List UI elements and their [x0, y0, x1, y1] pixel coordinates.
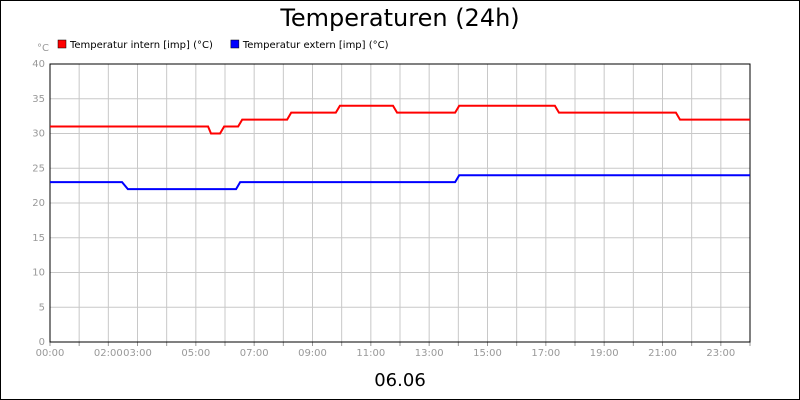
y-tick-label: 10 — [32, 268, 45, 279]
data-line — [50, 174, 750, 191]
y-tick-label: 40 — [32, 59, 45, 70]
y-tick-label: 35 — [32, 94, 45, 105]
x-tick-label: 13:00 — [415, 348, 444, 359]
chart-title: Temperaturen (24h) — [279, 4, 519, 32]
x-tick-label: 00:00 — [36, 348, 65, 359]
x-tick-label: 21:00 — [648, 348, 677, 359]
x-tick-label: 09:00 — [298, 348, 327, 359]
x-tick-label: 11:00 — [356, 348, 385, 359]
x-tick-label: 23:00 — [706, 348, 735, 359]
y-tick-label: 5 — [39, 302, 45, 313]
x-axis-label: 06.06 — [374, 370, 426, 391]
data-line — [50, 104, 750, 135]
y-tick-label: 15 — [32, 233, 45, 244]
x-tick-label: 05:00 — [181, 348, 210, 359]
y-tick-label: 20 — [32, 198, 45, 209]
legend-swatch — [230, 39, 240, 49]
legend-label: Temperatur extern [imp] (°C) — [242, 40, 389, 51]
x-tick-label: 03:00 — [123, 348, 152, 359]
x-tick-label: 15:00 — [473, 348, 502, 359]
x-tick-label: 19:00 — [590, 348, 619, 359]
x-tick-label: 17:00 — [531, 348, 560, 359]
x-tick-label: 07:00 — [240, 348, 269, 359]
y-tick-label: 25 — [32, 163, 45, 174]
y-tick-label: 0 — [39, 337, 45, 348]
y-tick-label: 30 — [32, 129, 45, 140]
legend-swatch — [57, 39, 67, 49]
y-unit: °C — [37, 43, 49, 54]
legend-label: Temperatur intern [imp] (°C) — [69, 40, 213, 51]
x-tick-label: 02:00 — [94, 348, 123, 359]
plot-frame — [49, 63, 751, 343]
